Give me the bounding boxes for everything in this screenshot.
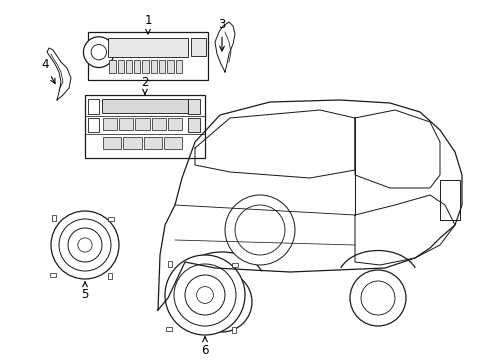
- Bar: [188, 118, 200, 131]
- Bar: [232, 327, 236, 333]
- Circle shape: [203, 283, 241, 321]
- Circle shape: [184, 275, 224, 315]
- Bar: [102, 118, 117, 130]
- Circle shape: [91, 45, 106, 60]
- Text: 2: 2: [141, 76, 148, 94]
- Text: 6: 6: [201, 337, 208, 356]
- Text: 4: 4: [41, 58, 55, 84]
- Bar: [163, 136, 182, 149]
- Bar: [168, 118, 182, 130]
- Circle shape: [78, 238, 92, 252]
- Bar: [88, 99, 99, 114]
- Circle shape: [68, 228, 102, 262]
- Bar: [191, 38, 205, 56]
- Bar: [142, 60, 148, 73]
- Text: 3: 3: [218, 18, 225, 51]
- Circle shape: [164, 255, 244, 335]
- Bar: [439, 180, 459, 220]
- Bar: [88, 118, 99, 131]
- Bar: [232, 262, 238, 267]
- Text: 5: 5: [81, 282, 88, 301]
- Bar: [188, 99, 200, 114]
- Bar: [102, 136, 121, 149]
- Bar: [159, 60, 165, 73]
- Circle shape: [235, 205, 285, 255]
- Circle shape: [196, 287, 213, 303]
- Bar: [52, 215, 56, 221]
- Bar: [85, 95, 204, 158]
- Text: 1: 1: [144, 13, 151, 34]
- Bar: [150, 60, 157, 73]
- Bar: [167, 261, 171, 267]
- Bar: [135, 118, 149, 130]
- Circle shape: [192, 272, 251, 332]
- Circle shape: [224, 195, 294, 265]
- Circle shape: [59, 219, 111, 271]
- Circle shape: [174, 264, 236, 326]
- Bar: [118, 60, 123, 73]
- Circle shape: [83, 37, 114, 68]
- Bar: [167, 60, 173, 73]
- Circle shape: [51, 211, 119, 279]
- Bar: [175, 60, 182, 73]
- Bar: [108, 217, 114, 221]
- Bar: [102, 99, 188, 113]
- Bar: [126, 60, 132, 73]
- Bar: [109, 60, 116, 73]
- Bar: [134, 60, 140, 73]
- Bar: [123, 136, 142, 149]
- Circle shape: [360, 281, 394, 315]
- Bar: [108, 38, 187, 57]
- Bar: [151, 118, 166, 130]
- Bar: [143, 136, 162, 149]
- Circle shape: [349, 270, 405, 326]
- Bar: [50, 273, 56, 277]
- Bar: [119, 118, 133, 130]
- Bar: [108, 273, 112, 279]
- Bar: [165, 327, 171, 332]
- Bar: [88, 32, 207, 80]
